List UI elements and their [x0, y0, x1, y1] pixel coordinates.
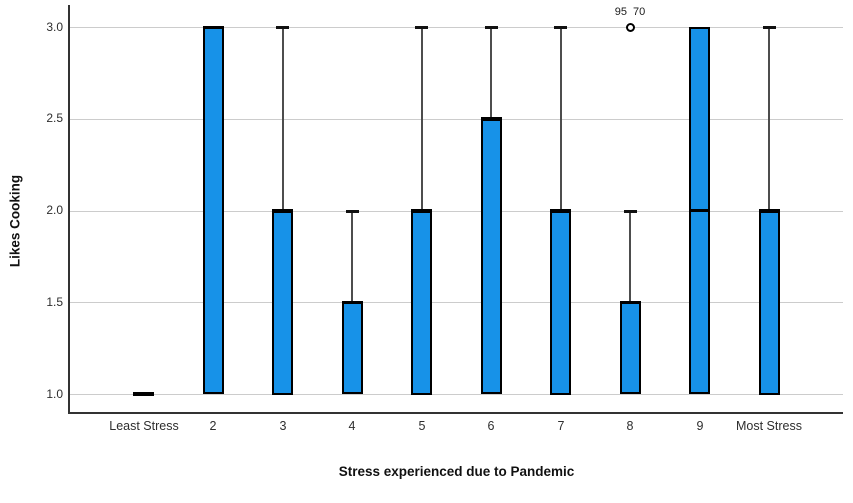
box-median-line — [550, 209, 571, 212]
x-tick-label: 3 — [279, 419, 287, 433]
y-gridline — [70, 27, 843, 28]
y-gridline — [70, 302, 843, 303]
box-median-line — [620, 301, 641, 304]
box — [481, 119, 502, 394]
y-gridline — [70, 394, 843, 395]
box-whisker-line — [351, 211, 353, 303]
y-tick-label: 3.0 — [46, 20, 63, 34]
box-median-line — [272, 209, 293, 212]
box-median-line — [759, 209, 780, 212]
y-tick-label: 1.5 — [46, 295, 63, 309]
box-whisker-cap — [485, 26, 498, 29]
box — [620, 302, 641, 394]
box-whisker-line — [560, 27, 562, 211]
x-axis-title: Stress experienced due to Pandemic — [338, 464, 575, 479]
box-whisker-cap — [763, 26, 776, 29]
box-whisker-line — [421, 27, 423, 211]
box-whisker-cap — [624, 210, 637, 213]
box-whisker-cap — [346, 210, 359, 213]
box-median-line — [203, 26, 224, 29]
box-whisker-line — [768, 27, 770, 211]
x-tick-label: 4 — [348, 419, 356, 433]
x-tick-label: 2 — [209, 419, 217, 433]
y-axis-line — [68, 5, 70, 414]
box-median-line — [689, 209, 710, 212]
box-whisker-line — [282, 27, 284, 211]
box — [342, 302, 363, 394]
box-median-line — [342, 301, 363, 304]
box-whisker-cap — [415, 26, 428, 29]
x-axis-line — [68, 412, 843, 414]
x-tick-label: 6 — [487, 419, 495, 433]
box-whisker-cap — [554, 26, 567, 29]
y-gridline — [70, 119, 843, 120]
x-tick-label: Least Stress — [109, 419, 179, 433]
box — [272, 211, 293, 395]
y-tick-label: 2.0 — [46, 203, 63, 217]
box — [759, 211, 780, 395]
y-tick-label: 2.5 — [46, 111, 63, 125]
outlier-point — [626, 23, 635, 32]
x-tick-label: 7 — [557, 419, 565, 433]
x-tick-label: Most Stress — [736, 419, 802, 433]
box — [550, 211, 571, 395]
box-median-line — [411, 209, 432, 212]
box-median-line — [481, 117, 502, 120]
box-median-line — [133, 392, 154, 396]
box — [203, 27, 224, 394]
x-tick-label: 8 — [626, 419, 634, 433]
outlier-label: 95 70 — [614, 6, 646, 18]
y-tick-label: 1.0 — [46, 387, 63, 401]
x-tick-label: 5 — [418, 419, 426, 433]
y-gridline — [70, 211, 843, 212]
box — [411, 211, 432, 395]
box-whisker-line — [629, 211, 631, 303]
box-whisker-line — [490, 27, 492, 119]
box-whisker-cap — [276, 26, 289, 29]
x-tick-label: 9 — [696, 419, 704, 433]
